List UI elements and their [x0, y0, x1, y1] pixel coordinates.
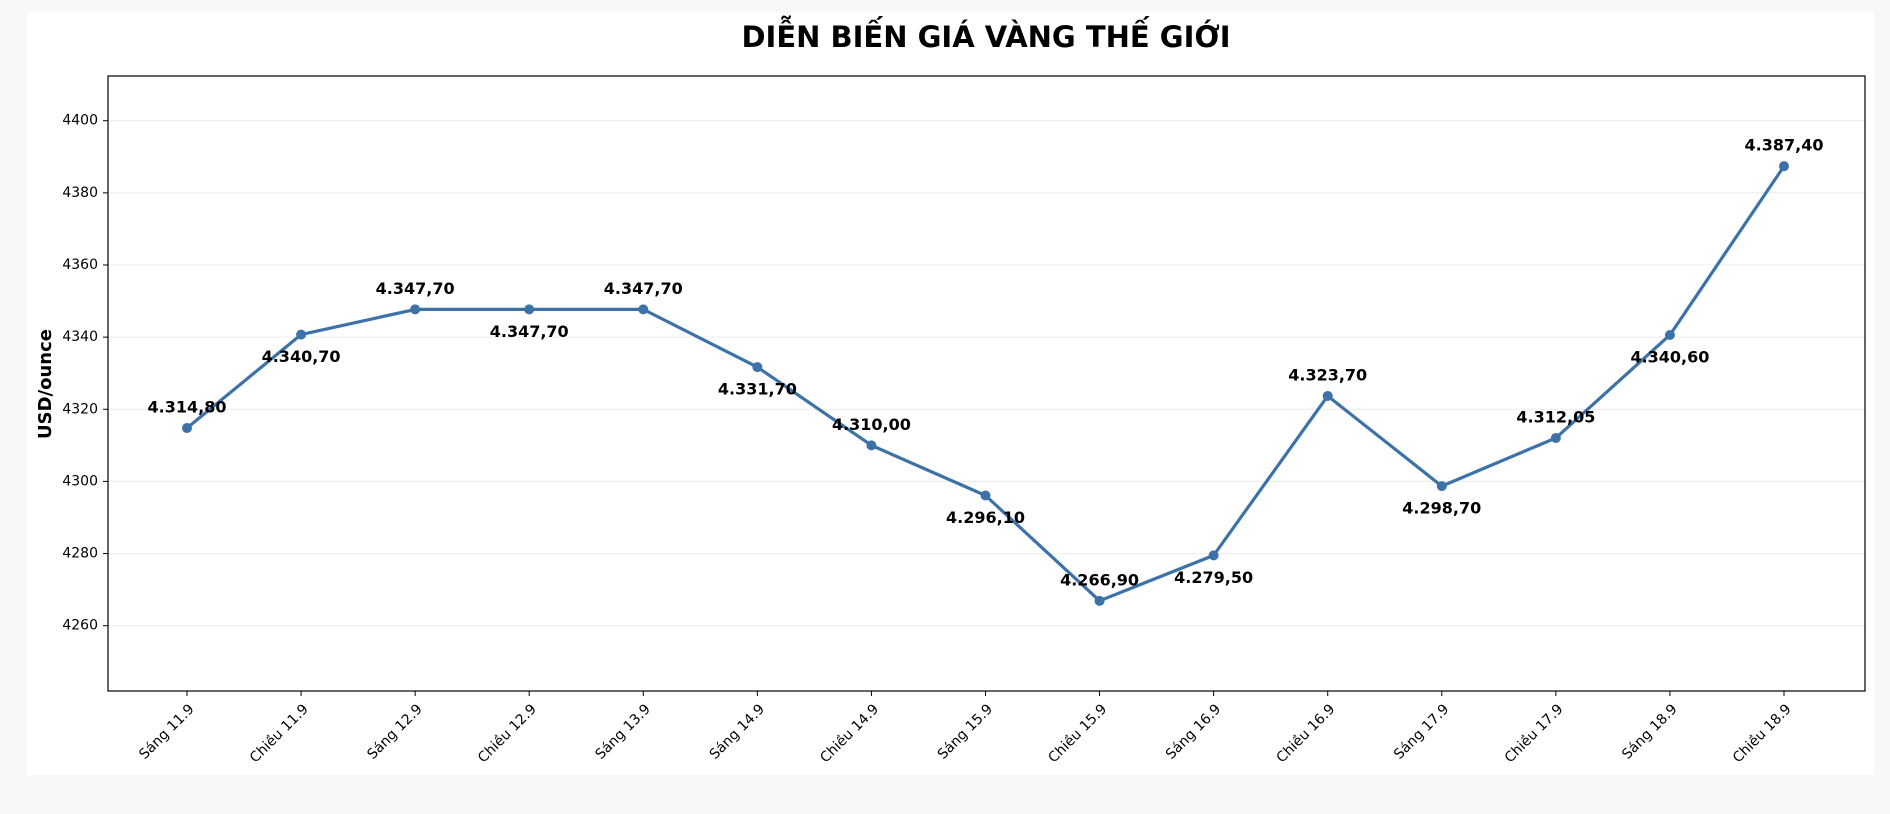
value-label: 4.266,90: [1060, 570, 1139, 589]
point: [182, 423, 192, 434]
point: [410, 304, 421, 315]
value-label: 4.296,10: [946, 508, 1025, 527]
point: [1664, 329, 1675, 340]
value-label: 4.314,80: [148, 398, 227, 417]
value-label: 4.323,70: [1288, 365, 1367, 384]
point: [1322, 390, 1333, 401]
value-label: 4.347,70: [604, 279, 683, 298]
plot-frame: [107, 75, 1866, 692]
point: [1550, 432, 1561, 443]
point: [980, 490, 991, 501]
point: [638, 304, 649, 315]
point: [296, 329, 307, 340]
point: [1779, 161, 1789, 172]
y-tick-label: 4400: [62, 113, 98, 129]
point: [752, 362, 763, 373]
panel: [27, 12, 1874, 775]
point: [524, 304, 535, 315]
value-label: 4.340,60: [1630, 347, 1709, 366]
y-tick-label: 4280: [62, 546, 98, 562]
value-label: 4.310,00: [832, 415, 911, 434]
y-tick-label: 4380: [62, 185, 98, 201]
point: [866, 440, 877, 451]
value-label: 4.347,70: [376, 279, 455, 298]
y-tick-label: 4360: [62, 257, 98, 273]
value-label: 4.298,70: [1402, 499, 1481, 518]
point: [1208, 550, 1219, 561]
y-tick-label: 4300: [62, 473, 98, 489]
point: [1094, 595, 1105, 606]
value-label: 4.340,70: [262, 347, 341, 366]
point: [1436, 481, 1447, 492]
chart-title: DIỄN BIẾN GIÁ VÀNG THẾ GIỚI: [741, 16, 1230, 54]
y-tick-label: 4340: [62, 329, 98, 345]
value-label: 4.331,70: [718, 380, 797, 399]
value-label: 4.312,05: [1516, 407, 1595, 426]
value-label: 4.347,70: [490, 322, 569, 341]
y-tick-label: 4260: [62, 618, 98, 634]
y-axis-label: USD/ounce: [35, 329, 56, 439]
value-label: 4.279,50: [1174, 568, 1253, 587]
y-tick-label: 4320: [62, 401, 98, 417]
value-label: 4.387,40: [1745, 136, 1824, 155]
